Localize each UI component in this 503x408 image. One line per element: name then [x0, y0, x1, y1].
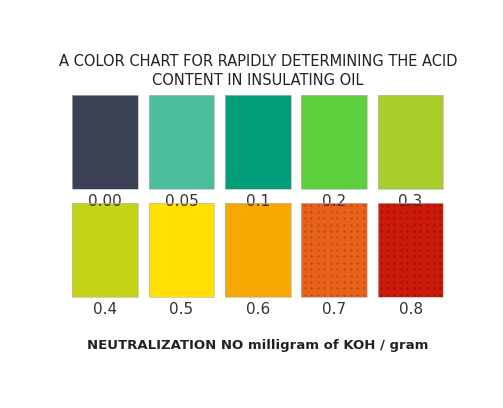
Text: 0.1: 0.1: [246, 194, 270, 209]
Text: 0.2: 0.2: [322, 194, 346, 209]
Bar: [225, 95, 291, 189]
Bar: [148, 95, 214, 189]
Text: 0.3: 0.3: [398, 194, 423, 209]
Bar: [301, 203, 367, 297]
Bar: [225, 203, 291, 297]
Bar: [72, 203, 138, 297]
Bar: [148, 203, 214, 297]
Bar: [378, 203, 443, 297]
Text: 0.8: 0.8: [398, 302, 423, 317]
Bar: [301, 95, 367, 189]
Text: 0.05: 0.05: [164, 194, 198, 209]
Bar: [301, 95, 367, 189]
Text: 0.5: 0.5: [170, 302, 194, 317]
Bar: [72, 95, 138, 189]
Bar: [148, 95, 214, 189]
Bar: [225, 203, 291, 297]
Bar: [72, 203, 138, 297]
Bar: [225, 95, 291, 189]
Bar: [148, 203, 214, 297]
Text: A COLOR CHART FOR RAPIDLY DETERMINING THE ACID
CONTENT IN INSULATING OIL: A COLOR CHART FOR RAPIDLY DETERMINING TH…: [58, 54, 457, 89]
Bar: [301, 203, 367, 297]
Bar: [378, 203, 443, 297]
Bar: [378, 95, 443, 189]
Text: 0.00: 0.00: [88, 194, 122, 209]
Text: 0.6: 0.6: [245, 302, 270, 317]
Bar: [72, 95, 138, 189]
Bar: [378, 95, 443, 189]
Text: 0.4: 0.4: [93, 302, 117, 317]
Text: 0.7: 0.7: [322, 302, 346, 317]
Text: NEUTRALIZATION NO milligram of KOH / gram: NEUTRALIZATION NO milligram of KOH / gra…: [87, 339, 429, 353]
